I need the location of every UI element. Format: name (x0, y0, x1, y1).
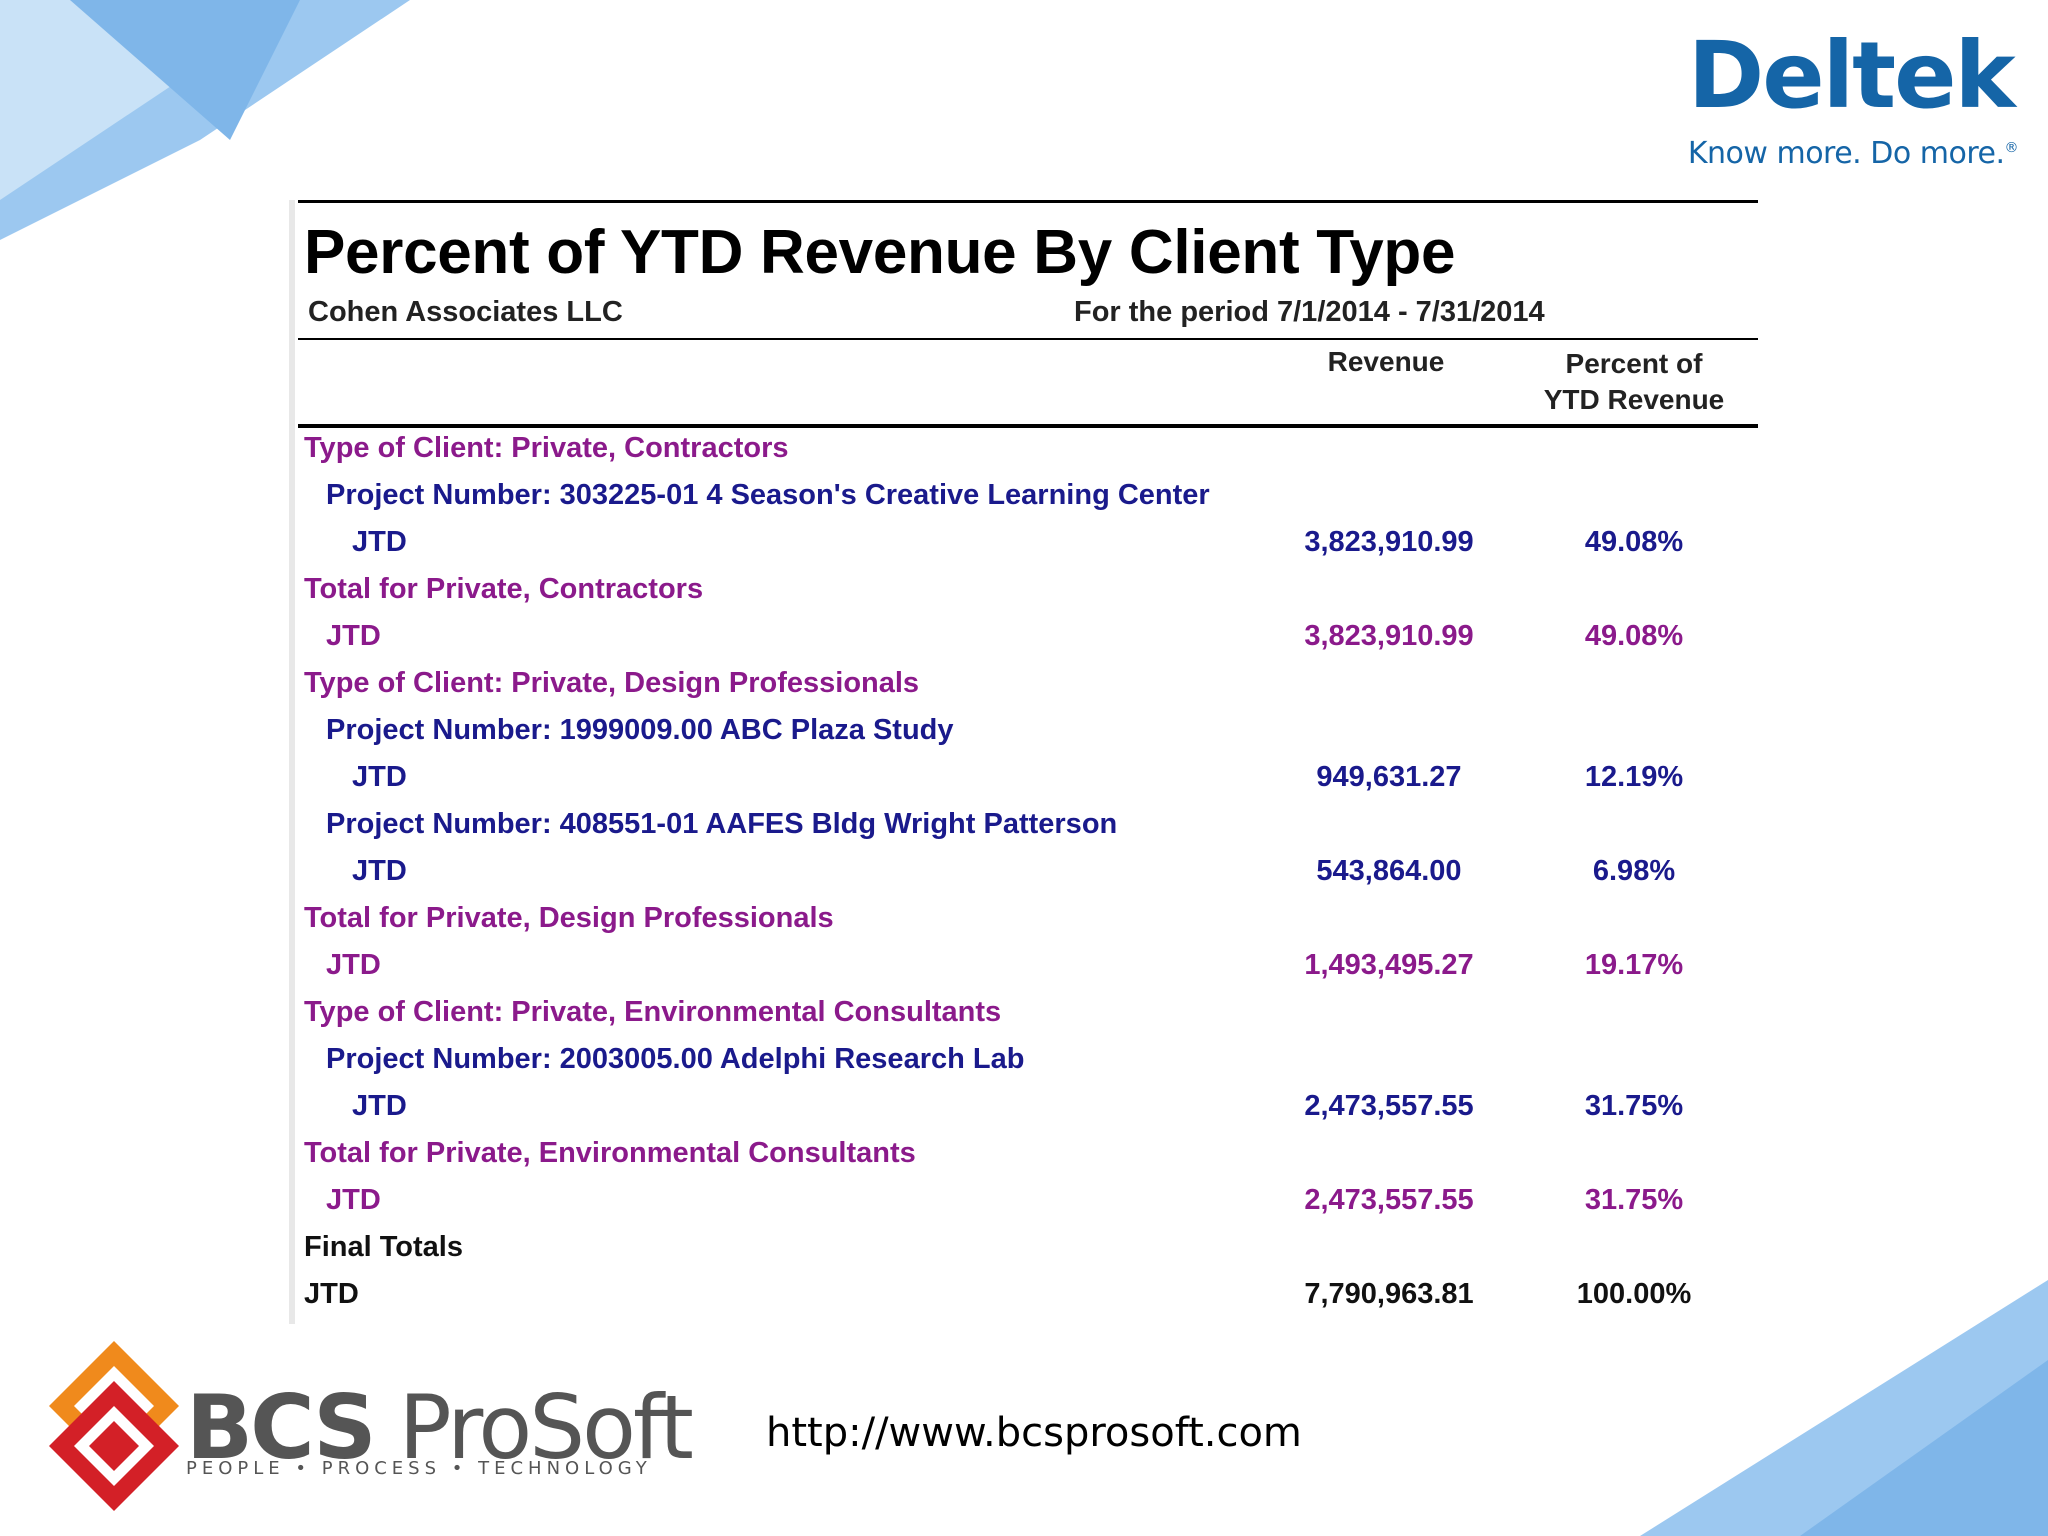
row-percent: 31.75% (1584, 1090, 1684, 1122)
report-row: Type of Client: Private, Environmental C… (298, 992, 1758, 1039)
deltek-logo: Deltek Know more. Do more.® (1687, 22, 2019, 172)
row-revenue: 3,823,910.99 (1304, 620, 1474, 652)
row-percent: 49.08% (1584, 620, 1684, 652)
report-row: Project Number: 2003005.00 Adelphi Resea… (298, 1039, 1758, 1086)
row-label: Type of Client: Private, Design Professi… (304, 667, 920, 699)
row-label: JTD (326, 1184, 381, 1216)
report-row: JTD 949,631.27 12.19% (298, 757, 1758, 804)
row-percent: 19.17% (1584, 949, 1684, 981)
row-label: Type of Client: Private, Contractors (304, 432, 789, 464)
report-row: Project Number: 408551-01 AAFES Bldg Wri… (298, 804, 1758, 851)
bcs-prosoft-logo-icon (49, 1341, 179, 1511)
report-rows: Type of Client: Private, Contractors Proj… (298, 428, 1758, 1321)
row-label: Project Number: 2003005.00 Adelphi Resea… (326, 1043, 1025, 1075)
top-rule (298, 200, 1758, 203)
report-row: Project Number: 1999009.00 ABC Plaza Stu… (298, 710, 1758, 757)
row-label: JTD (352, 1090, 407, 1122)
row-label: Project Number: 408551-01 AAFES Bldg Wri… (326, 808, 1118, 840)
report-row: Type of Client: Private, Design Professi… (298, 663, 1758, 710)
report-row: JTD 543,864.00 6.98% (298, 851, 1758, 898)
report-row: JTD 3,823,910.99 49.08% (298, 522, 1758, 569)
row-label: JTD (326, 949, 381, 981)
row-label: JTD (304, 1278, 359, 1310)
report-row: Total for Private, Contractors (298, 569, 1758, 616)
row-label: Project Number: 303225-01 4 Season's Cre… (326, 479, 1210, 511)
report-row: Project Number: 303225-01 4 Season's Cre… (298, 475, 1758, 522)
row-percent: 31.75% (1584, 1184, 1684, 1216)
report-row: Type of Client: Private, Contractors (298, 428, 1758, 475)
row-label: JTD (352, 855, 407, 887)
row-label: JTD (352, 761, 407, 793)
report-row: JTD 3,823,910.99 49.08% (298, 616, 1758, 663)
row-revenue: 949,631.27 (1316, 761, 1462, 793)
report-row: Total for Private, Environmental Consult… (298, 1133, 1758, 1180)
footer-url[interactable]: http://www.bcsprosoft.com (766, 1410, 1302, 1456)
report: Percent of YTD Revenue By Client Type Co… (298, 200, 1758, 1321)
row-label: JTD (352, 526, 407, 558)
row-label: Final Totals (304, 1231, 463, 1263)
row-revenue: 2,473,557.55 (1304, 1184, 1474, 1216)
report-row: JTD 2,473,557.55 31.75% (298, 1180, 1758, 1227)
row-label: Project Number: 1999009.00 ABC Plaza Stu… (326, 714, 954, 746)
row-percent: 6.98% (1592, 855, 1676, 887)
report-row: Total for Private, Design Professionals (298, 898, 1758, 945)
row-revenue: 7,790,963.81 (1304, 1278, 1474, 1310)
report-period: For the period 7/1/2014 - 7/31/2014 (1074, 296, 1545, 328)
row-percent: 49.08% (1584, 526, 1684, 558)
row-revenue: 543,864.00 (1316, 855, 1462, 887)
deltek-tagline: Know more. Do more.® (1687, 136, 2019, 171)
column-header-revenue: Revenue (1327, 346, 1445, 377)
report-row: JTD 1,493,495.27 19.17% (298, 945, 1758, 992)
row-label: JTD (326, 620, 381, 652)
row-label: Total for Private, Design Professionals (304, 902, 834, 934)
report-title: Percent of YTD Revenue By Client Type (304, 218, 1456, 287)
row-revenue: 3,823,910.99 (1304, 526, 1474, 558)
row-label: Type of Client: Private, Environmental C… (304, 996, 1002, 1028)
report-row: JTD 7,790,963.81 100.00% (298, 1274, 1758, 1321)
report-row: JTD 2,473,557.55 31.75% (298, 1086, 1758, 1133)
row-percent: 12.19% (1584, 761, 1684, 793)
row-revenue: 2,473,557.55 (1304, 1090, 1474, 1122)
bcs-prosoft-wordmark: BCS ProSoft (186, 1376, 694, 1479)
row-revenue: 1,493,495.27 (1304, 949, 1474, 981)
deltek-wordmark: Deltek (1687, 22, 2016, 129)
bcs-prosoft-tagline: PEOPLE • PROCESS • TECHNOLOGY (186, 1458, 652, 1479)
column-header-percent: Percent of YTD Revenue (1543, 348, 1725, 415)
row-percent: 100.00% (1576, 1278, 1692, 1310)
row-label: Total for Private, Environmental Consult… (304, 1137, 916, 1169)
row-label: Total for Private, Contractors (304, 573, 704, 605)
report-subheader: Cohen Associates LLC For the period 7/1/… (298, 288, 1758, 338)
report-row: Final Totals (298, 1227, 1758, 1274)
company-name: Cohen Associates LLC (308, 296, 623, 328)
column-header: Revenue Percent of YTD Revenue (298, 338, 1758, 428)
report-left-border (289, 200, 295, 1324)
